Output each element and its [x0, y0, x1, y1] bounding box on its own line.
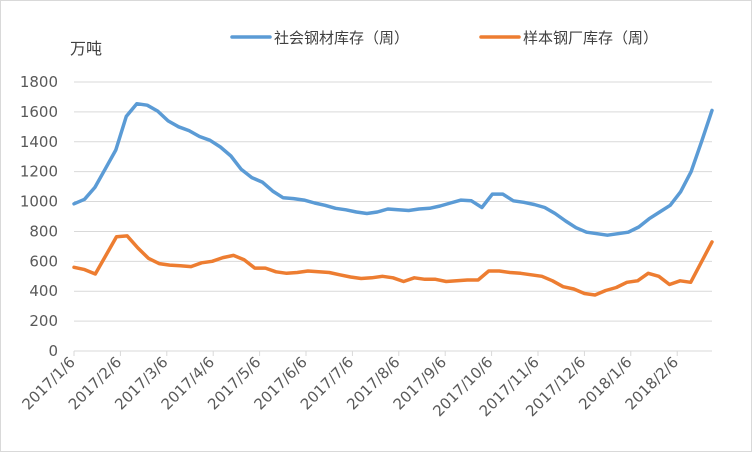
- y-tick-label: 1000: [20, 193, 58, 211]
- gridlines: [74, 81, 712, 322]
- y-axis-ticks: 0 200 400 600 800 1000 1200 1400 1600 1800: [20, 73, 58, 360]
- y-tick-label: 1400: [20, 133, 58, 151]
- legend: 社会钢材库存（周） 样本钢厂库存（周）: [230, 29, 658, 47]
- y-tick-label: 1600: [20, 103, 58, 121]
- y-tick-label: 0: [48, 342, 58, 360]
- y-tick-label: 800: [29, 222, 58, 240]
- y-axis-unit-label: 万吨: [70, 39, 102, 58]
- y-tick-label: 400: [29, 282, 58, 300]
- legend-label-2: 样本钢厂库存（周）: [523, 29, 658, 47]
- y-tick-label: 600: [29, 252, 58, 270]
- y-tick-label: 1800: [20, 73, 58, 91]
- series-line-2: [72, 234, 714, 297]
- series-line-1: [72, 101, 714, 237]
- legend-label-1: 社会钢材库存（周）: [274, 29, 409, 47]
- y-tick-label: 1200: [20, 163, 58, 181]
- y-tick-label: 200: [29, 312, 58, 330]
- x-axis-ticks: 2017/1/62017/2/62017/3/62017/4/62017/5/6…: [18, 351, 682, 420]
- series-group: [72, 101, 714, 297]
